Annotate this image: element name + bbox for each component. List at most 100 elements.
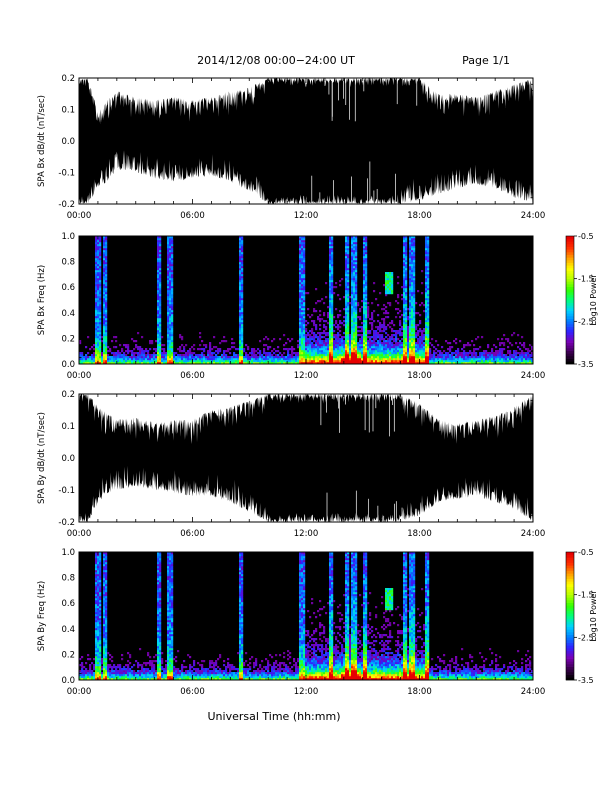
- spectrogram-cell: [309, 354, 312, 357]
- spectrogram-cell: [403, 306, 406, 309]
- spectrogram-cell: [121, 668, 124, 671]
- spectrogram-cell: [169, 316, 172, 319]
- spectrogram-cell: [103, 578, 106, 581]
- spectrogram-cell: [345, 298, 348, 301]
- spectrogram-cell: [385, 350, 388, 353]
- spectrogram-cell: [411, 288, 414, 291]
- spectrogram-cell: [99, 622, 102, 625]
- spectrogram-cell: [191, 352, 194, 355]
- spectrogram-cell: [315, 362, 318, 365]
- spectrogram-cell: [173, 352, 176, 355]
- spectrogram-cell: [171, 314, 174, 317]
- spectrogram-cell: [159, 318, 162, 321]
- spectrogram-cell: [425, 262, 428, 265]
- spectrogram-cell: [233, 342, 236, 345]
- spectrogram-cell: [259, 358, 262, 361]
- spectrogram-cell: [431, 344, 434, 347]
- spectrogram-cell: [299, 324, 302, 327]
- spectrogram-cell: [397, 296, 400, 299]
- spectrogram-cell: [125, 356, 128, 359]
- spectrogram-cell: [347, 254, 350, 257]
- spectrogram-cell: [371, 336, 374, 339]
- spectrogram-cell: [313, 354, 316, 357]
- spectrogram-cell: [331, 314, 334, 317]
- spectrogram-cell: [425, 292, 428, 295]
- spectrogram-cell: [193, 356, 196, 359]
- spectrogram-cell: [323, 358, 326, 361]
- spectrogram-cell: [171, 328, 174, 331]
- spectrogram-cell: [357, 350, 360, 353]
- spectrogram-cell: [337, 324, 340, 327]
- spectrogram-cell: [391, 284, 394, 287]
- spectrogram-cell: [381, 318, 384, 321]
- spectrogram-cell: [105, 604, 108, 607]
- spectrogram-cell: [403, 312, 406, 315]
- spectrogram-cell: [83, 670, 86, 673]
- spectrogram-cell: [415, 362, 418, 365]
- spectrogram-cell: [303, 238, 306, 241]
- spectrogram-cell: [167, 296, 170, 299]
- spectrogram-cell: [301, 362, 304, 365]
- spectrogram-cell: [97, 628, 100, 631]
- spectrogram-cell: [389, 322, 392, 325]
- spectrogram-cell: [121, 674, 124, 677]
- spectrogram-cell: [107, 362, 110, 365]
- spectrogram-cell: [115, 670, 118, 673]
- spectrogram-cell: [147, 358, 150, 361]
- spectrogram-cell: [99, 312, 102, 315]
- spectrogram-cell: [99, 238, 102, 241]
- spectrogram-cell: [99, 266, 102, 269]
- spectrogram-cell: [301, 322, 304, 325]
- spectrogram-cell: [411, 254, 414, 257]
- spectrogram-cell: [157, 300, 160, 303]
- spectrogram-cell: [413, 276, 416, 279]
- spectrogram-cell: [379, 354, 382, 357]
- spectrogram-cell: [99, 282, 102, 285]
- spectrogram-cell: [397, 344, 400, 347]
- spectrogram-cell: [103, 608, 106, 611]
- spectrogram-cell: [351, 282, 354, 285]
- spectrogram-cell: [351, 342, 354, 345]
- spectrogram-cell: [399, 346, 402, 349]
- spectrogram-cell: [503, 354, 506, 357]
- spectrogram-cell: [423, 338, 426, 341]
- spectrogram-cell: [315, 356, 318, 359]
- spectrogram-cell: [103, 660, 106, 663]
- spectrogram-cell: [405, 240, 408, 243]
- spectrogram-cell: [99, 668, 102, 671]
- spectrogram-cell: [127, 360, 130, 363]
- spectrogram-cell: [409, 296, 412, 299]
- spectrogram-cell: [485, 354, 488, 357]
- spectrogram-cell: [95, 248, 98, 251]
- spectrogram-cell: [95, 560, 98, 563]
- spectrogram-cell: [331, 350, 334, 353]
- spectrogram-cell: [279, 362, 282, 365]
- spectrogram-cell: [95, 358, 98, 361]
- spectrogram-cell: [311, 350, 314, 353]
- spectrogram-cell: [97, 568, 100, 571]
- spectrogram-cell: [131, 350, 134, 353]
- spectrogram-cell: [363, 302, 366, 305]
- spectrogram-cell: [273, 360, 276, 363]
- spectrogram-cell: [157, 356, 160, 359]
- spectrogram-cell: [403, 356, 406, 359]
- spectrogram-cell: [337, 362, 340, 365]
- spectrogram-cell: [337, 328, 340, 331]
- spectrogram-cell: [331, 280, 334, 283]
- spectrogram-cell: [109, 358, 112, 361]
- spectrogram-cell: [365, 352, 368, 355]
- spectrogram-cell: [297, 352, 300, 355]
- spectrogram-cell: [393, 356, 396, 359]
- spectrogram-cell: [303, 266, 306, 269]
- spectrogram-cell: [413, 236, 416, 239]
- spectrogram-cell: [269, 346, 272, 349]
- spectrogram-cell: [415, 344, 418, 347]
- spectrogram-cell: [187, 354, 190, 357]
- spectrogram-cell: [103, 568, 106, 571]
- spectrogram-cell: [379, 326, 382, 329]
- spectrogram-cell: [159, 316, 162, 319]
- spectrogram-cell: [411, 270, 414, 273]
- spectrogram-cell: [411, 324, 414, 327]
- spectrogram-cell: [105, 590, 108, 593]
- spectrogram-cell: [97, 588, 100, 591]
